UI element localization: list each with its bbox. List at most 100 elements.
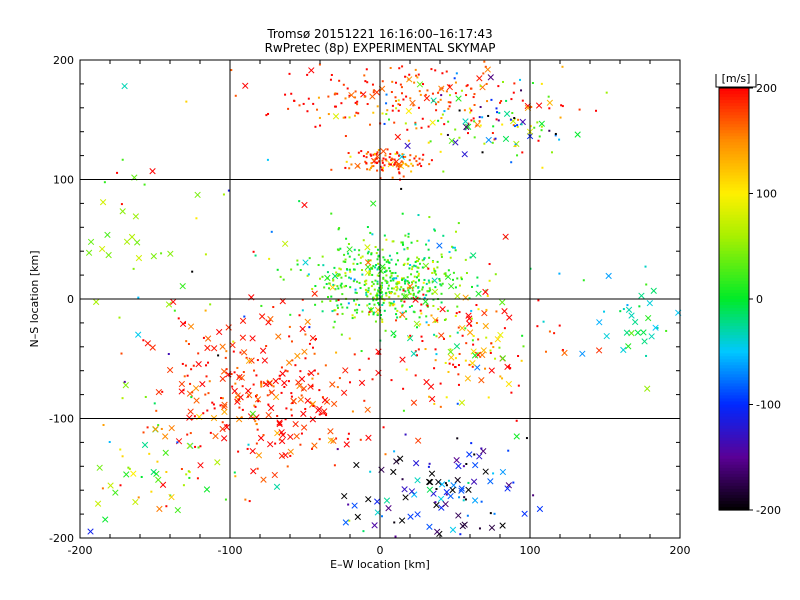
data-point-dot xyxy=(454,357,457,360)
data-point-dot xyxy=(300,432,303,435)
data-point-cross xyxy=(470,348,477,355)
data-point-dot xyxy=(418,157,421,160)
data-point-dot xyxy=(388,267,391,270)
data-point-dot xyxy=(306,274,309,277)
data-point-dot xyxy=(378,286,381,289)
data-point-dot xyxy=(362,155,365,158)
data-point-dot xyxy=(479,106,482,109)
data-point-cross xyxy=(149,168,156,175)
data-point-dot xyxy=(377,301,380,304)
data-point-cross xyxy=(426,523,433,530)
data-point-cross xyxy=(453,457,460,464)
data-point-dot xyxy=(443,110,446,113)
data-point-dot xyxy=(415,295,418,298)
data-point-dot xyxy=(391,109,394,112)
colorbar-segment xyxy=(719,295,749,300)
data-point-cross xyxy=(311,442,318,449)
data-point-cross xyxy=(414,477,421,484)
data-point-dot xyxy=(454,286,457,289)
data-point-cross xyxy=(380,148,387,155)
data-point-dot xyxy=(148,452,151,455)
data-point-cross xyxy=(354,162,361,170)
data-point-dot xyxy=(437,308,440,311)
data-point-dot xyxy=(394,81,397,84)
data-point-dot xyxy=(376,268,379,271)
data-point-dot xyxy=(421,117,424,120)
data-point-dot xyxy=(395,277,398,280)
data-point-dot xyxy=(368,268,371,271)
data-point-dot xyxy=(380,284,383,287)
data-point-dot xyxy=(656,326,659,329)
data-point-cross xyxy=(385,505,392,512)
data-point-dot xyxy=(440,292,443,295)
data-point-dot xyxy=(336,92,339,95)
colorbar-segment xyxy=(719,181,749,186)
colorbar-segment xyxy=(719,386,749,391)
data-point-dot xyxy=(362,239,365,242)
data-point-dot xyxy=(372,299,375,302)
data-point-dot xyxy=(150,490,153,493)
data-point-cross xyxy=(454,476,461,484)
data-point-dot xyxy=(400,299,403,302)
data-point-dot xyxy=(334,288,337,291)
data-point-dot xyxy=(308,257,311,260)
data-point-dot xyxy=(436,260,439,263)
data-point-dot xyxy=(398,172,401,175)
data-point-dot xyxy=(512,91,515,94)
data-point-dot xyxy=(488,263,491,266)
data-point-dot xyxy=(346,437,349,440)
data-point-dot xyxy=(232,340,235,343)
data-point-dot xyxy=(344,135,347,138)
data-point-dot xyxy=(398,282,401,285)
data-point-dot xyxy=(437,101,440,104)
data-point-dot xyxy=(155,409,158,412)
data-point-dot xyxy=(468,363,471,366)
data-point-dot xyxy=(515,419,518,422)
data-point-dot xyxy=(366,295,369,298)
data-point-dot xyxy=(236,366,239,369)
data-point-dot xyxy=(349,155,352,158)
data-point-dot xyxy=(553,332,556,335)
data-point-dot xyxy=(332,326,335,329)
data-point-dot xyxy=(190,396,193,399)
data-point-dot xyxy=(400,163,403,166)
data-point-dot xyxy=(390,302,393,305)
data-point-dot xyxy=(533,126,536,129)
data-point-dot xyxy=(338,377,341,380)
data-point-dot xyxy=(231,385,234,388)
data-point-cross xyxy=(426,486,434,493)
data-point-dot xyxy=(411,164,414,167)
data-point-dot xyxy=(381,281,384,284)
data-point-dot xyxy=(433,229,436,232)
colorbar-segment xyxy=(719,148,749,152)
data-point-dot xyxy=(404,310,407,313)
data-point-dot xyxy=(407,289,410,292)
data-point-dot xyxy=(435,335,438,338)
data-point-dot xyxy=(414,68,417,71)
data-point-cross xyxy=(464,375,472,382)
data-point-dot xyxy=(161,390,164,393)
data-point-dot xyxy=(420,312,423,315)
colorbar-segment xyxy=(719,392,749,397)
data-point-dot xyxy=(420,335,423,338)
data-point-dot xyxy=(344,260,347,263)
data-point-dot xyxy=(406,128,409,131)
data-point-dot xyxy=(457,326,460,329)
data-point-dot xyxy=(230,373,233,376)
data-point-cross xyxy=(165,301,173,308)
data-point-cross xyxy=(410,399,418,406)
data-point-dot xyxy=(354,291,357,294)
data-point-dot xyxy=(340,303,343,306)
colorbar-segment xyxy=(719,338,749,342)
data-point-dot xyxy=(638,305,641,308)
data-point-dot xyxy=(185,340,188,343)
data-point-dot xyxy=(435,109,438,112)
data-point-cross xyxy=(373,89,380,96)
data-point-cross xyxy=(465,123,472,130)
data-point-cross xyxy=(332,113,340,120)
data-point-dot xyxy=(197,352,200,355)
data-point-dot xyxy=(440,117,443,120)
data-point-cross xyxy=(309,400,317,407)
data-point-dot xyxy=(376,169,379,172)
data-point-cross xyxy=(413,320,420,327)
